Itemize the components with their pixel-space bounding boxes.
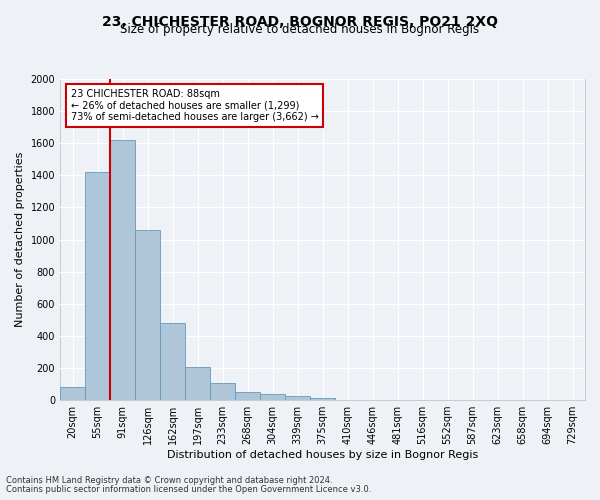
Bar — [285, 396, 310, 400]
Text: 23 CHICHESTER ROAD: 88sqm
← 26% of detached houses are smaller (1,299)
73% of se: 23 CHICHESTER ROAD: 88sqm ← 26% of detac… — [71, 88, 319, 122]
Bar — [110, 140, 135, 400]
Text: Contains HM Land Registry data © Crown copyright and database right 2024.: Contains HM Land Registry data © Crown c… — [6, 476, 332, 485]
Y-axis label: Number of detached properties: Number of detached properties — [15, 152, 25, 327]
Bar — [60, 387, 85, 400]
Text: Size of property relative to detached houses in Bognor Regis: Size of property relative to detached ho… — [121, 22, 479, 36]
Bar — [185, 367, 210, 400]
Text: Contains public sector information licensed under the Open Government Licence v3: Contains public sector information licen… — [6, 485, 371, 494]
Bar — [235, 392, 260, 400]
Text: 23, CHICHESTER ROAD, BOGNOR REGIS, PO21 2XQ: 23, CHICHESTER ROAD, BOGNOR REGIS, PO21 … — [102, 15, 498, 29]
X-axis label: Distribution of detached houses by size in Bognor Regis: Distribution of detached houses by size … — [167, 450, 478, 460]
Bar — [85, 172, 110, 400]
Bar — [310, 398, 335, 400]
Bar — [160, 323, 185, 400]
Bar — [260, 394, 285, 400]
Bar — [135, 230, 160, 400]
Bar — [210, 383, 235, 400]
